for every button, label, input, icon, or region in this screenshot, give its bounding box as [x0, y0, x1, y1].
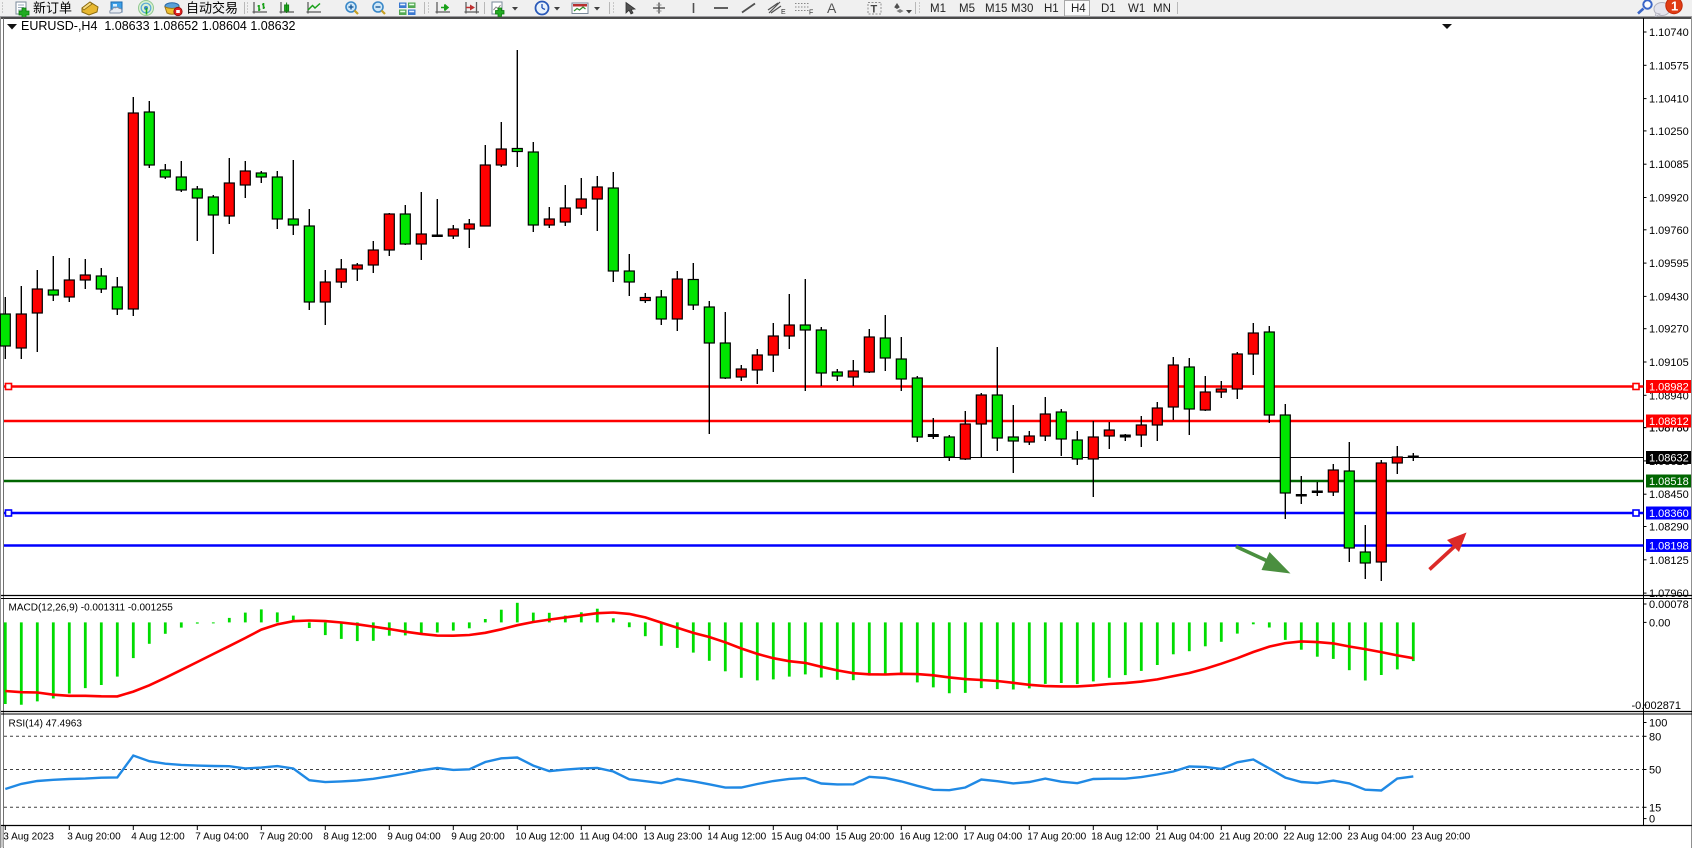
svg-text:15: 15 — [1649, 802, 1661, 814]
svg-text:17 Aug 04:00: 17 Aug 04:00 — [963, 832, 1022, 843]
svg-text:EURUSD-,H4 1.08633 1.08652 1.: EURUSD-,H4 1.08633 1.08652 1.08604 1.086… — [21, 19, 296, 33]
svg-text:100: 100 — [1649, 718, 1667, 730]
svg-text:RSI(14) 47.4963: RSI(14) 47.4963 — [9, 719, 83, 730]
svg-text:1: 1 — [1671, 0, 1678, 14]
svg-text:9 Aug 04:00: 9 Aug 04:00 — [387, 832, 441, 843]
svg-text:23 Aug 20:00: 23 Aug 20:00 — [1411, 832, 1470, 843]
svg-text:22 Aug 12:00: 22 Aug 12:00 — [1283, 832, 1342, 843]
svg-text:1.08982: 1.08982 — [1649, 382, 1689, 394]
svg-text:1.10250: 1.10250 — [1649, 126, 1689, 138]
svg-text:4 Aug 12:00: 4 Aug 12:00 — [131, 832, 185, 843]
svg-text:E: E — [781, 9, 786, 16]
svg-text:MACD(12,26,9) -0.001311 -0.001: MACD(12,26,9) -0.001311 -0.001255 — [9, 603, 174, 614]
svg-text:1.09105: 1.09105 — [1649, 357, 1689, 369]
svg-text:M15: M15 — [985, 3, 1007, 15]
svg-text:1.09270: 1.09270 — [1649, 324, 1689, 336]
svg-text:0.00: 0.00 — [1649, 617, 1670, 629]
svg-text:10 Aug 12:00: 10 Aug 12:00 — [515, 832, 574, 843]
svg-text:50: 50 — [1649, 765, 1661, 777]
svg-text:1.08940: 1.08940 — [1649, 390, 1689, 402]
svg-text:新订单: 新订单 — [33, 1, 72, 16]
svg-text:W1: W1 — [1128, 3, 1145, 15]
svg-text:3 Aug 20:00: 3 Aug 20:00 — [67, 832, 121, 843]
svg-text:11 Aug 04:00: 11 Aug 04:00 — [579, 832, 638, 843]
svg-text:1.08812: 1.08812 — [1649, 416, 1689, 428]
svg-text:M5: M5 — [959, 3, 975, 15]
svg-text:0: 0 — [1649, 814, 1655, 826]
svg-text:14 Aug 12:00: 14 Aug 12:00 — [707, 832, 766, 843]
svg-text:0.00078: 0.00078 — [1649, 599, 1689, 611]
svg-text:M1: M1 — [930, 3, 946, 15]
svg-text:21 Aug 20:00: 21 Aug 20:00 — [1219, 832, 1278, 843]
svg-text:15 Aug 20:00: 15 Aug 20:00 — [835, 832, 894, 843]
svg-text:1.10740: 1.10740 — [1649, 27, 1689, 39]
svg-text:15 Aug 04:00: 15 Aug 04:00 — [771, 832, 830, 843]
svg-text:8 Aug 12:00: 8 Aug 12:00 — [323, 832, 377, 843]
svg-text:M30: M30 — [1011, 3, 1033, 15]
svg-text:1.10410: 1.10410 — [1649, 94, 1689, 106]
svg-text:1.09430: 1.09430 — [1649, 291, 1689, 303]
svg-text:D1: D1 — [1101, 3, 1116, 15]
svg-text:F: F — [809, 10, 813, 17]
svg-text:1.08450: 1.08450 — [1649, 489, 1689, 501]
svg-text:1.10085: 1.10085 — [1649, 159, 1689, 171]
svg-text:1.09920: 1.09920 — [1649, 193, 1689, 205]
svg-text:A: A — [827, 0, 837, 16]
svg-text:13 Aug 23:00: 13 Aug 23:00 — [643, 832, 702, 843]
svg-text:80: 80 — [1649, 731, 1661, 743]
svg-text:3 Aug 2023: 3 Aug 2023 — [3, 832, 54, 843]
svg-text:1.08290: 1.08290 — [1649, 522, 1689, 534]
svg-text:-0.002871: -0.002871 — [1632, 700, 1682, 712]
svg-text:H1: H1 — [1044, 3, 1059, 15]
svg-text:1.08518: 1.08518 — [1649, 476, 1689, 488]
svg-text:18 Aug 12:00: 18 Aug 12:00 — [1091, 832, 1150, 843]
svg-text:自动交易: 自动交易 — [186, 1, 238, 16]
svg-text:MN: MN — [1153, 3, 1171, 15]
svg-text:17 Aug 20:00: 17 Aug 20:00 — [1027, 832, 1086, 843]
svg-text:1.08632: 1.08632 — [1649, 453, 1689, 465]
svg-text:16 Aug 12:00: 16 Aug 12:00 — [899, 832, 958, 843]
svg-text:1.08198: 1.08198 — [1649, 541, 1689, 553]
svg-text:21 Aug 04:00: 21 Aug 04:00 — [1155, 832, 1214, 843]
svg-text:9 Aug 20:00: 9 Aug 20:00 — [451, 832, 505, 843]
svg-text:23 Aug 04:00: 23 Aug 04:00 — [1347, 832, 1406, 843]
svg-text:H4: H4 — [1071, 3, 1086, 15]
svg-text:7 Aug 20:00: 7 Aug 20:00 — [259, 832, 313, 843]
svg-text:1.08125: 1.08125 — [1649, 555, 1689, 567]
svg-text:1.10575: 1.10575 — [1649, 60, 1689, 72]
svg-text:1.07960: 1.07960 — [1649, 588, 1689, 600]
svg-text:1.08360: 1.08360 — [1649, 508, 1689, 520]
svg-text:7 Aug 04:00: 7 Aug 04:00 — [195, 832, 249, 843]
svg-text:1.09760: 1.09760 — [1649, 225, 1689, 237]
svg-text:1.09595: 1.09595 — [1649, 258, 1689, 270]
svg-text:T: T — [871, 4, 878, 16]
